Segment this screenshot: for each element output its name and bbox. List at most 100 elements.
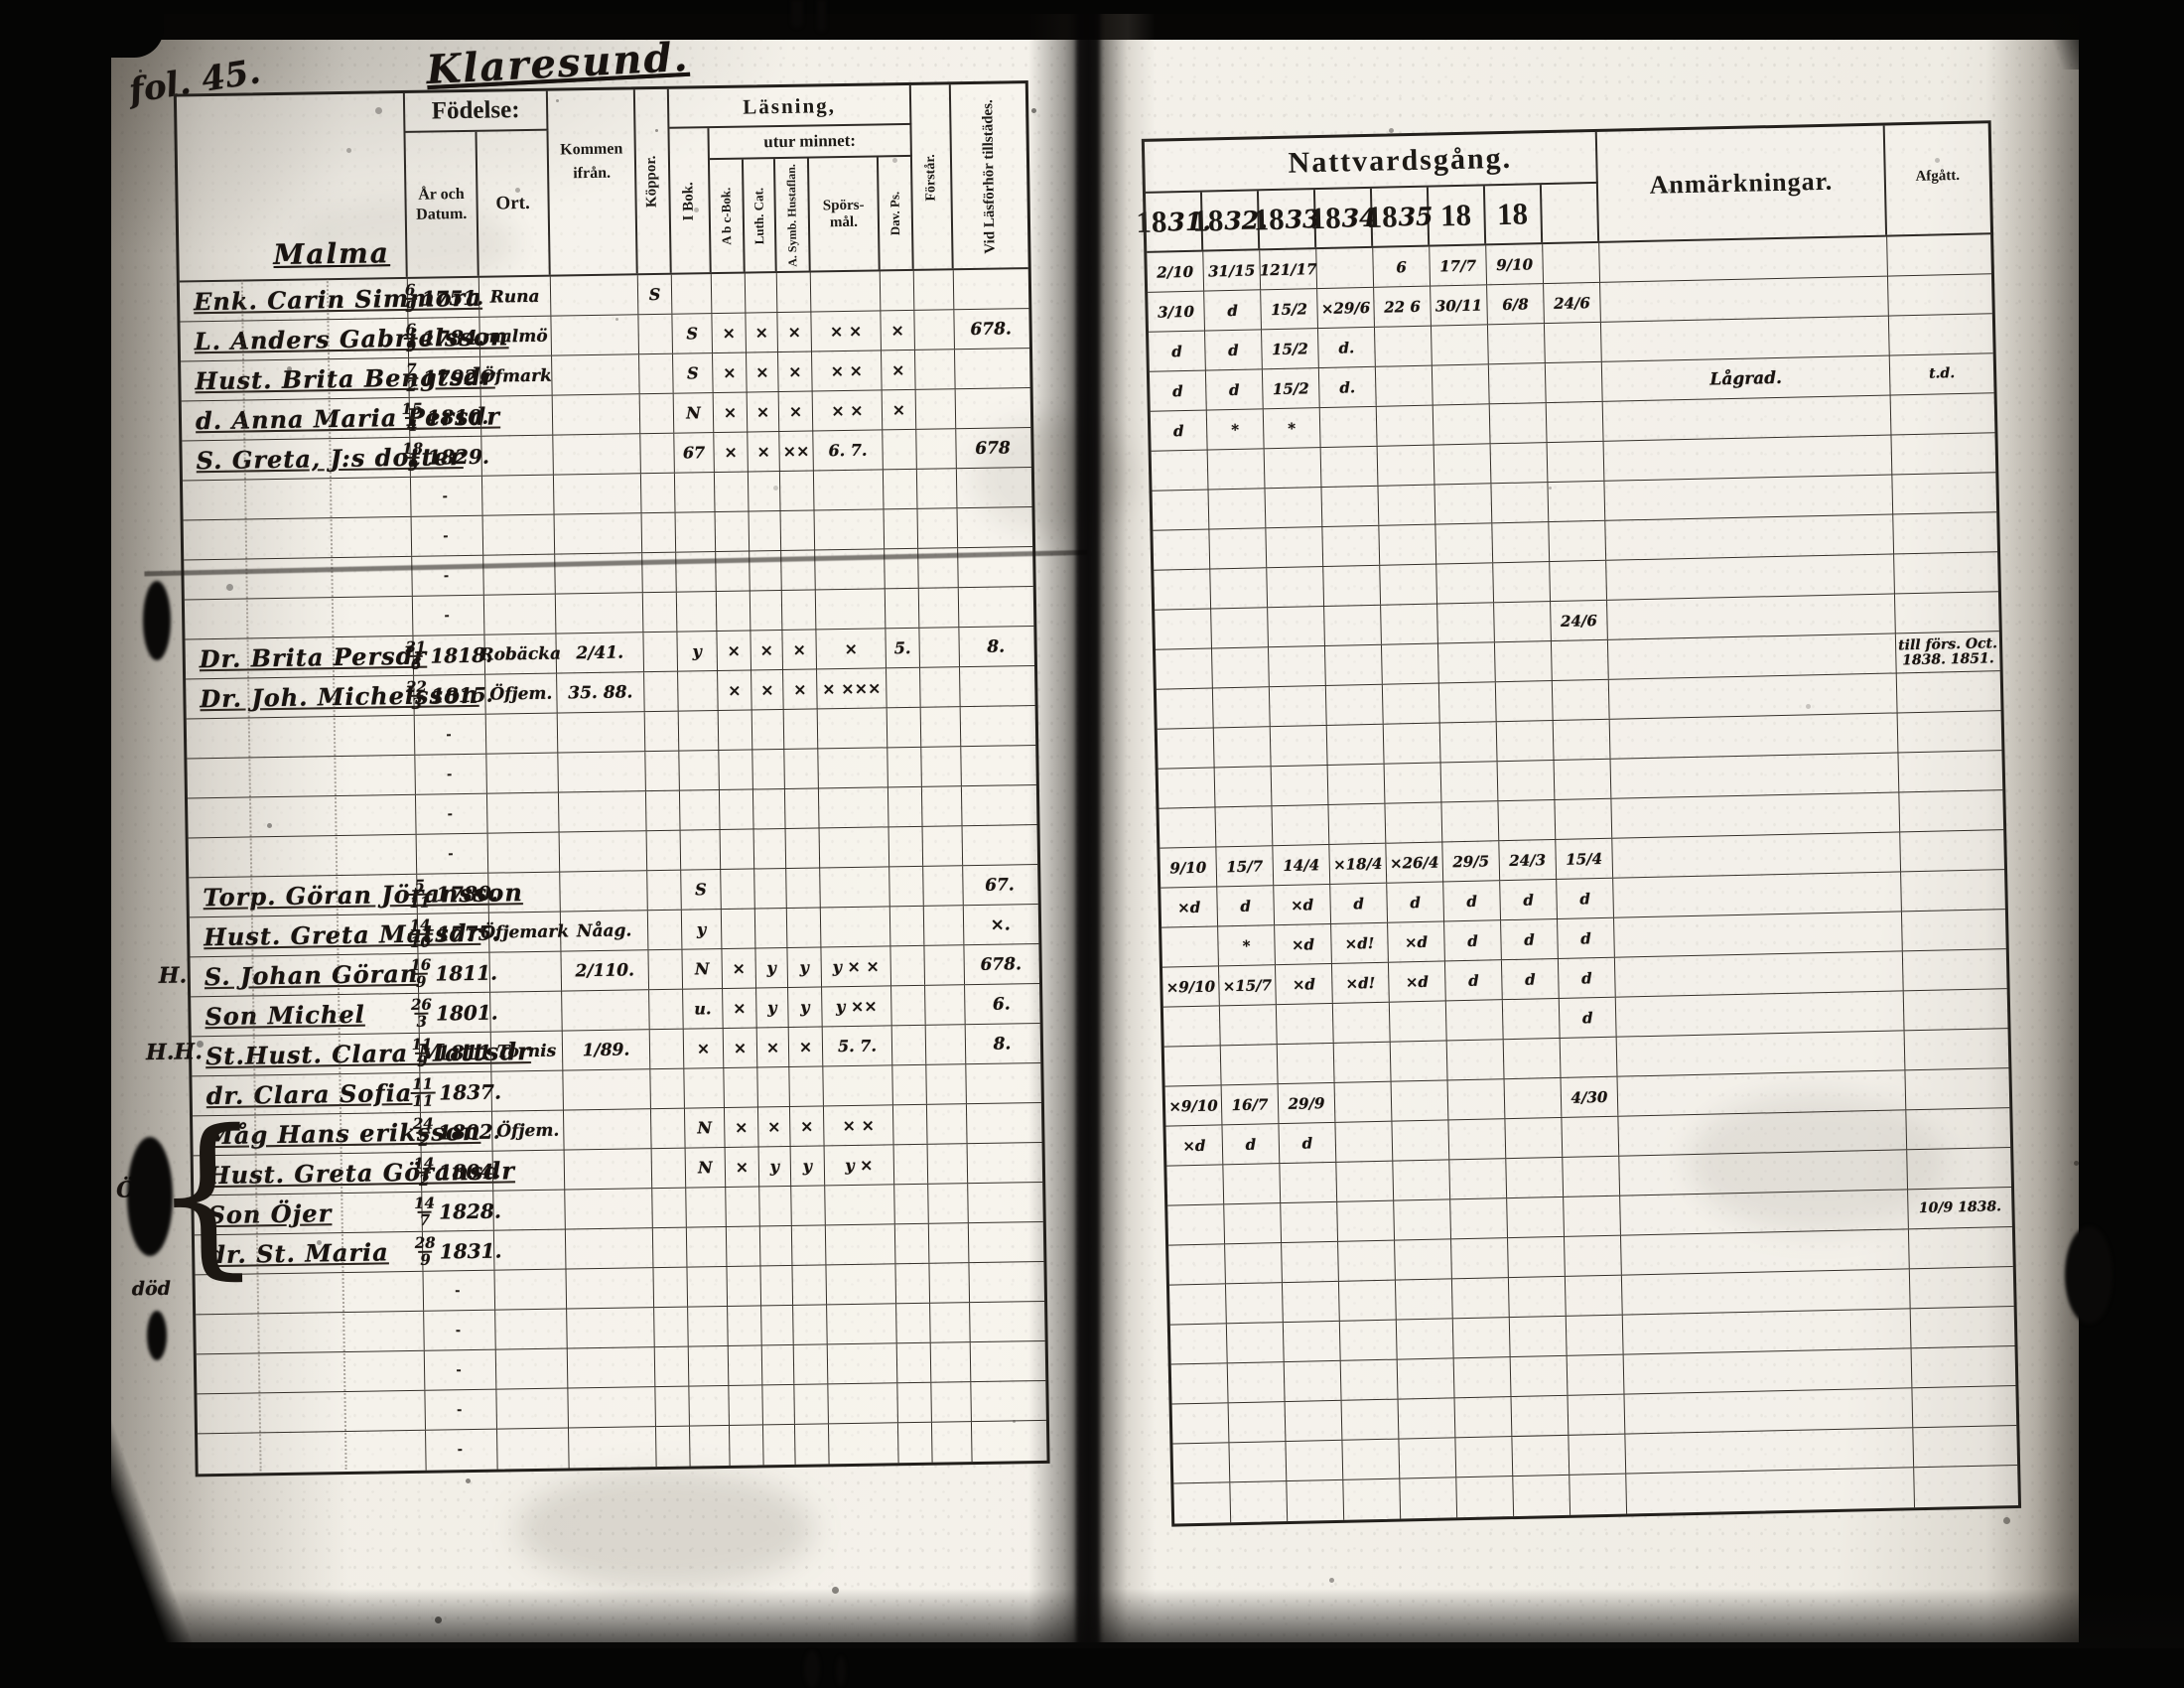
- cell-year-1833: *: [1263, 408, 1321, 449]
- cell-year-1835: [1391, 1080, 1449, 1121]
- cell-year-blank-1: [1437, 603, 1495, 643]
- cell-year-1831: 9/10: [1160, 847, 1218, 888]
- birth-day-fraction: [443, 534, 448, 537]
- cell-year-1835: [1381, 604, 1438, 644]
- cell-year-1833: ×d: [1274, 884, 1332, 925]
- cell-symbolum: ×: [783, 669, 818, 709]
- cell-year-extra: [1565, 1275, 1623, 1316]
- cell-symbolum: [789, 1066, 824, 1106]
- cell-remarks: [1617, 1070, 1907, 1116]
- cell-year-blank-1: [1451, 1238, 1509, 1279]
- cell-birth-date: [410, 476, 483, 516]
- cell-year-1834: ×d!: [1331, 922, 1389, 963]
- cell-year-1834: [1341, 1399, 1400, 1440]
- cell-abc-book: [729, 1425, 764, 1466]
- cell-year-extra: 15/4: [1556, 838, 1614, 879]
- cell-understands: [921, 747, 962, 786]
- cell-abc-book: ×: [723, 1028, 758, 1067]
- cell-name: Hust. Greta Matsdr: [189, 914, 480, 957]
- cell-birth-date: [424, 1310, 496, 1350]
- cell-year-blank-1: d: [1443, 881, 1502, 921]
- cell-symbolum: ×: [777, 312, 812, 352]
- cell-remarks: [1603, 435, 1893, 481]
- cell-understands: [920, 707, 962, 747]
- margin-note-hh: H.H.: [145, 1039, 204, 1066]
- left-page-content: fol. 45. Klaresund. Malma Födelse: År oc…: [106, 31, 1088, 1634]
- cell-year-1832: [1212, 687, 1271, 728]
- cell-remarks: [1605, 514, 1895, 560]
- cell-understands: [926, 1104, 968, 1144]
- cell-year-blank-1: [1432, 364, 1490, 405]
- cell-remarks: [1611, 792, 1901, 838]
- cell-year-1833: d: [1279, 1122, 1337, 1164]
- cell-smallpox: [652, 1227, 688, 1268]
- cell-luther-catechism: ×: [751, 631, 784, 670]
- cell-birth-place: [494, 1269, 568, 1310]
- birth-day-fraction: [455, 1289, 460, 1292]
- cell-year-blank-1: [1435, 523, 1494, 564]
- cell-understands: [930, 1342, 972, 1382]
- cell-smallpox: [641, 512, 677, 553]
- cell-in-book: N: [673, 393, 715, 433]
- cell-birth-date: [414, 714, 487, 755]
- cell-year-1835: [1400, 1477, 1458, 1519]
- cell-birth-place: [487, 832, 561, 873]
- cell-year-blank-2: [1487, 324, 1546, 364]
- came-from-header: Kommen ifrån.: [547, 89, 638, 275]
- cell-understands: [927, 1144, 969, 1184]
- cell-birth-place: Öfjem.: [485, 673, 558, 714]
- cell-departed: [1894, 552, 1998, 593]
- cell-year-blank-1: [1447, 1079, 1506, 1120]
- cell-luther-catechism: [761, 1344, 795, 1385]
- cell-in-book: [676, 592, 718, 632]
- cell-birth-date: 31 6 1818.: [405, 634, 492, 675]
- cell-year-blank-2: [1509, 1316, 1568, 1357]
- cell-in-book: [678, 671, 719, 711]
- cell-departed: [1889, 314, 1993, 354]
- cell-year-1835: ×d: [1388, 961, 1446, 1002]
- cell-in-book: N: [682, 949, 724, 989]
- cell-year-blank-1: [1450, 1198, 1509, 1239]
- cell-smallpox: [650, 1108, 686, 1149]
- cell-attends-examination: [957, 468, 1030, 507]
- cell-year-blank-2: [1496, 721, 1555, 762]
- birth-day-fraction: [446, 733, 451, 736]
- cell-departed: [1895, 592, 1999, 633]
- cell-came-from: [558, 752, 646, 792]
- cell-birth-date: [412, 555, 484, 596]
- cell-year-1833: [1287, 1479, 1345, 1522]
- cell-davids-psalms: [887, 667, 921, 708]
- cell-year-1835: [1397, 1358, 1455, 1399]
- cell-birth-place: Öfjemark: [480, 912, 569, 952]
- cell-year-1834: [1322, 525, 1381, 567]
- cell-attends-examination: [954, 269, 1027, 309]
- birth-group-header: Födelse:: [404, 90, 549, 133]
- cell-abc-book: ×: [713, 392, 749, 433]
- cell-came-from: [567, 1347, 656, 1388]
- birth-place-header: Ort.: [477, 130, 551, 276]
- cell-birth-date: [424, 1349, 497, 1390]
- cell-in-book: [679, 751, 720, 790]
- cell-questions: [817, 708, 888, 749]
- cell-birth-date: 22 3 1815.: [406, 674, 493, 715]
- cell-year-1835: [1396, 1319, 1454, 1359]
- left-edge-grime: [103, 40, 351, 1642]
- cell-departed: [1900, 830, 2004, 871]
- cell-attends-examination: 678.: [970, 318, 1013, 340]
- cell-birth-date: 16 9 1811.: [410, 952, 497, 993]
- cell-symbolum: [791, 1225, 827, 1265]
- communion-table-body: 2/10 31/15 121/17 6 17/7 9/10 3/10 d 15/…: [1147, 234, 2018, 1524]
- cell-year-blank-1: [1452, 1318, 1511, 1358]
- remarks-header: Anmärkningar.: [1596, 125, 1888, 241]
- cell-departed: [1912, 1386, 2016, 1427]
- cell-davids-psalms: [889, 906, 925, 946]
- cell-year-1832: d: [1205, 369, 1264, 410]
- cell-year-1831: d: [1149, 331, 1206, 371]
- cell-attends-examination: [955, 349, 1028, 388]
- cell-year-blank-2: 6/8: [1487, 284, 1545, 325]
- cell-symbolum: [780, 510, 816, 551]
- cell-year-1834: [1340, 1359, 1399, 1400]
- bottom-shadow: [0, 1589, 2184, 1648]
